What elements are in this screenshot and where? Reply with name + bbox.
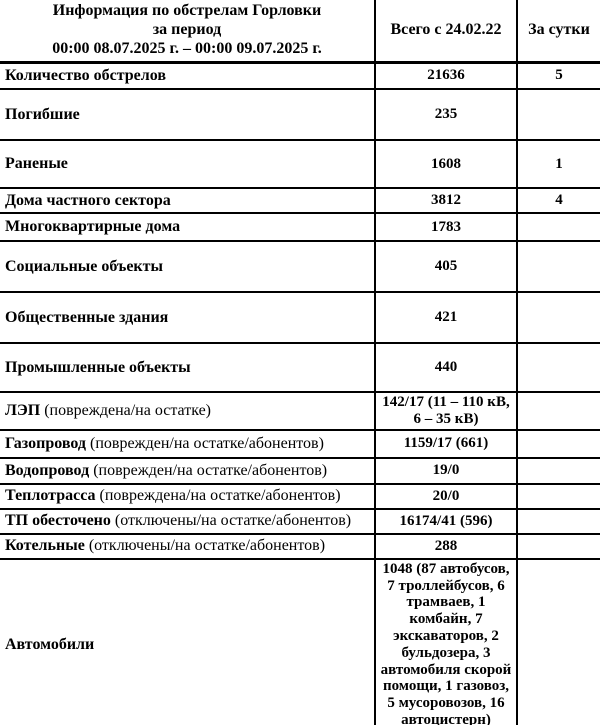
row-label-term: Промышленные объекты (5, 358, 191, 376)
table-row: Дома частного сектора 3812 4 (0, 188, 600, 214)
value-daily (516, 392, 600, 430)
row-label-term: Раненые (5, 155, 68, 173)
table-row: Погибшие 235 (0, 89, 600, 141)
row-label-term: Общественные здания (5, 308, 169, 326)
value-total: 1783 (374, 213, 517, 242)
value-total: 21636 (374, 62, 517, 90)
value-total: 19/0 (374, 457, 517, 484)
row-label: Многоквартирные дома (0, 213, 375, 241)
value-daily: 5 (516, 62, 600, 90)
row-label: ТП обесточено (отключены/на остатке/абон… (0, 509, 375, 534)
row-label-note: (повреждена/на остатке) (40, 402, 212, 420)
row-label: ЛЭП (повреждена/на остатке) (0, 392, 375, 430)
row-label: Промышленные объекты (0, 343, 375, 392)
value-total: 142/17 (11 – 110 кВ, 6 – 35 кВ) (374, 392, 517, 430)
value-total: 288 (374, 533, 517, 559)
value-total: 3812 (374, 188, 517, 214)
row-label-note: (поврежден/на остатке/абонентов) (86, 434, 324, 452)
value-daily (516, 457, 600, 484)
table-row: Социальные объекты 405 (0, 241, 600, 293)
row-label-term: Количество обстрелов (5, 67, 166, 85)
value-total: 440 (374, 343, 517, 393)
value-total: 1048 (87 автобусов, 7 троллейбусов, 6 тр… (374, 558, 517, 725)
value-daily (516, 89, 600, 141)
table-row: ТП обесточено (отключены/на остатке/абон… (0, 508, 600, 534)
table-row: Автомобили 1048 (87 автобусов, 7 троллей… (0, 558, 600, 725)
row-label: Дома частного сектора (0, 188, 375, 213)
row-label: Количество обстрелов (0, 62, 375, 89)
value-total: 16174/41 (596) (374, 508, 517, 534)
row-label: Автомобили (0, 559, 375, 725)
row-label-term: ТП обесточено (5, 512, 111, 530)
row-label-term: Многоквартирные дома (5, 218, 181, 236)
row-label: Раненые (0, 140, 375, 188)
table-row: Раненые 1608 1 (0, 140, 600, 189)
row-label: Погибшие (0, 89, 375, 140)
value-daily: 4 (516, 188, 600, 214)
table-row: Общественные здания 421 (0, 292, 600, 344)
row-label: Котельные (отключены/на остатке/абоненто… (0, 534, 375, 559)
value-total: 235 (374, 89, 517, 141)
table-title-line1: Информация по обстрелам Горловки (52, 2, 322, 19)
value-daily (516, 508, 600, 534)
row-label-note: (повреждена/на остатке/абонентов) (95, 487, 341, 505)
row-label-note: (поврежден/на остатке/абонентов) (89, 461, 328, 479)
table-row: Количество обстрелов 21636 5 (0, 62, 600, 90)
value-daily (516, 292, 600, 344)
row-label-note: (отключены/на остатке/абонентов) (110, 512, 352, 530)
table-row: Котельные (отключены/на остатке/абоненто… (0, 533, 600, 559)
row-label: Газопровод (поврежден/на остатке/абонент… (0, 430, 375, 458)
table-row: Водопровод (поврежден/на остатке/абонент… (0, 457, 600, 484)
row-label-term: Котельные (5, 537, 85, 555)
row-label-term: Водопровод (5, 461, 90, 479)
table-row: Многоквартирные дома 1783 (0, 213, 600, 242)
row-label-note: (отключены/на остатке/абонентов) (84, 537, 326, 555)
table-row: Теплотрасса (повреждена/на остатке/абоне… (0, 483, 600, 509)
value-total: 405 (374, 241, 517, 293)
row-label: Социальные объекты (0, 241, 375, 292)
value-daily (516, 533, 600, 559)
row-label-term: Погибшие (5, 105, 80, 123)
table-title: Информация по обстрелам Горловки за пери… (0, 0, 375, 62)
row-label-term: Газопровод (5, 434, 86, 452)
table-row: Промышленные объекты 440 (0, 343, 600, 393)
row-label: Теплотрасса (повреждена/на остатке/абоне… (0, 484, 375, 509)
table-row: ЛЭП (повреждена/на остатке) 142/17 (11 –… (0, 392, 600, 430)
row-label-term: ЛЭП (5, 402, 41, 420)
value-daily (516, 213, 600, 242)
value-daily (516, 241, 600, 293)
row-label: Водопровод (поврежден/на остатке/абонент… (0, 458, 375, 484)
row-label: Общественные здания (0, 292, 375, 343)
table-title-line2: за период (152, 20, 222, 38)
row-label-term: Автомобили (5, 635, 95, 653)
value-total: 1608 (374, 140, 517, 189)
value-daily (516, 483, 600, 509)
column-header-total: Всего с 24.02.22 (374, 0, 517, 63)
value-total: 421 (374, 292, 517, 344)
value-total: 20/0 (374, 483, 517, 509)
table-row: Газопровод (поврежден/на остатке/абонент… (0, 429, 600, 458)
value-daily (516, 429, 600, 458)
value-total: 1159/17 (661) (374, 429, 517, 458)
row-label-term: Теплотрасса (5, 487, 96, 505)
value-daily (516, 343, 600, 393)
row-label-term: Социальные объекты (5, 257, 163, 275)
table-header-row: Информация по обстрелам Горловки за пери… (0, 0, 600, 63)
table-title-line3: 00:00 08.07.2025 г. – 00:00 09.07.2025 г… (52, 39, 322, 57)
value-daily (516, 558, 600, 725)
value-daily: 1 (516, 140, 600, 189)
column-header-daily: За сутки (516, 0, 600, 63)
row-label-term: Дома частного сектора (5, 191, 171, 209)
